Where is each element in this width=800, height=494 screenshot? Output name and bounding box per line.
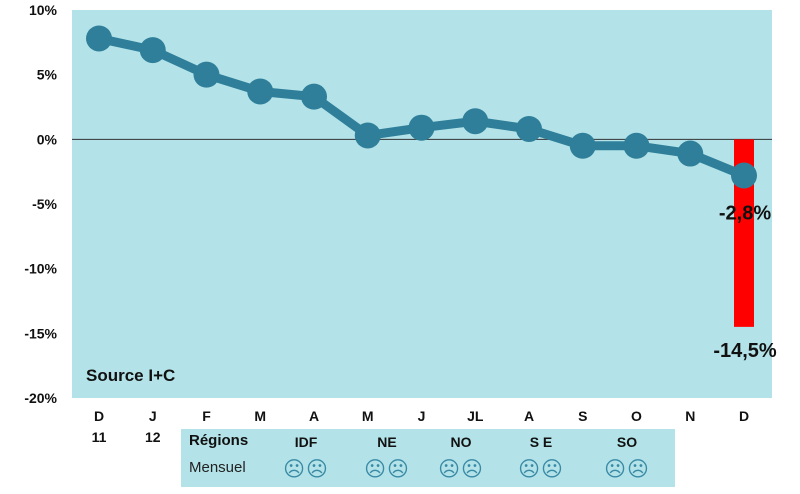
- sad-face-icon: ☹☹: [438, 458, 484, 481]
- regions-monthly-row: Mensuel ☹☹ ☹☹ ☹☹ ☹☹ ☹☹: [181, 458, 675, 485]
- x-tick-label: D: [739, 408, 749, 424]
- data-label-last-point: -2,8%: [719, 203, 771, 225]
- x-tick-label: F: [202, 408, 211, 424]
- sad-face-icon: ☹☹: [518, 458, 564, 481]
- data-point: [677, 140, 704, 167]
- plot-area: [72, 10, 772, 398]
- x-tick-label: JL: [467, 408, 484, 424]
- x-tick-label: D 11: [92, 408, 107, 445]
- data-point: [354, 122, 381, 149]
- x-tick-label: A: [524, 408, 534, 424]
- x-tick-label: N: [685, 408, 695, 424]
- x-tick-label: M: [362, 408, 374, 424]
- region-name-so: SO: [616, 434, 638, 450]
- region-name-idf: IDF: [294, 434, 318, 450]
- data-label-bar: -14,5%: [713, 340, 777, 362]
- y-tick-label: -5%: [32, 196, 57, 212]
- region-name-se: S E: [529, 434, 553, 450]
- y-tick-label: 5%: [37, 67, 58, 83]
- data-point: [247, 78, 274, 105]
- x-tick-label: O: [631, 408, 642, 424]
- y-tick-label: 10%: [29, 2, 58, 18]
- y-tick-label: -15%: [24, 325, 57, 341]
- data-point: [193, 61, 220, 88]
- data-point: [569, 132, 596, 159]
- data-point: [462, 108, 489, 135]
- data-point: [516, 115, 542, 142]
- region-name-no: NO: [450, 434, 472, 450]
- y-tick-label: -10%: [24, 261, 57, 277]
- data-point: [301, 83, 327, 110]
- data-point: [731, 162, 757, 189]
- regions-table: Régions IDF NE NO S E SO Mensuel ☹☹ ☹☹ ☹…: [181, 429, 675, 487]
- data-point: [623, 132, 650, 159]
- x-tick-label: A: [309, 408, 319, 424]
- data-point: [86, 25, 112, 52]
- sad-face-icon: ☹☹: [283, 458, 329, 481]
- x-tick-label: M: [254, 408, 266, 424]
- regions-header-row: Régions IDF NE NO S E SO: [181, 432, 675, 458]
- data-point: [139, 37, 166, 64]
- sad-face-icon: ☹☹: [364, 458, 410, 481]
- x-tick-label: J 12: [145, 408, 161, 445]
- data-point: [408, 114, 435, 141]
- region-name-ne: NE: [377, 434, 397, 450]
- regions-row-label: Régions: [189, 432, 249, 449]
- y-tick-label: 0%: [37, 131, 58, 147]
- y-tick-label: -20%: [24, 390, 57, 406]
- sad-face-icon: ☹☹: [604, 458, 650, 481]
- x-tick-label: J: [418, 408, 426, 424]
- x-tick-label: S: [578, 408, 587, 424]
- monthly-row-label: Mensuel: [189, 459, 246, 476]
- source-annotation: Source I+C: [86, 366, 175, 385]
